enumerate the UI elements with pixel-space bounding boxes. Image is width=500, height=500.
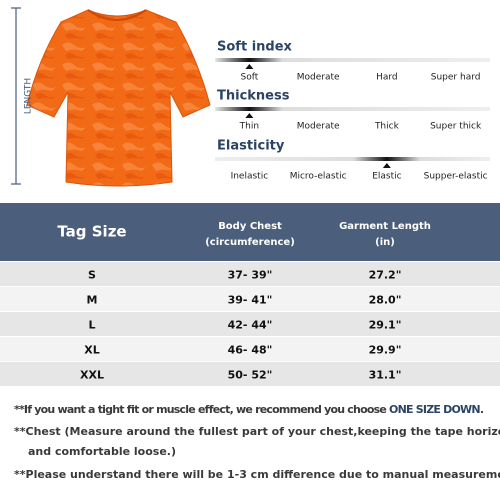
content: Soft index Soft Moderate Hard Super hard Thic… bbox=[0, 40, 500, 481]
table-row bbox=[0, 337, 500, 362]
table-row bbox=[0, 262, 500, 287]
scale-level: Hard bbox=[376, 73, 398, 83]
scale-level: Supper-elastic bbox=[424, 172, 488, 182]
table-row bbox=[0, 287, 500, 312]
length-label: LENGTH bbox=[24, 78, 34, 114]
scale-level: Super thick bbox=[430, 122, 482, 132]
scale-bar bbox=[215, 58, 490, 62]
table-cell: 31.1" bbox=[369, 369, 402, 382]
scale-level: Soft bbox=[240, 73, 258, 83]
table-cell: 39- 41" bbox=[228, 294, 273, 307]
table-cell: M bbox=[87, 294, 98, 307]
scale-bar bbox=[215, 107, 490, 111]
table-cell: S bbox=[88, 269, 96, 282]
table-header: (in) bbox=[375, 237, 395, 248]
note: **If you want a tight fit or muscle effe… bbox=[14, 403, 484, 416]
scale-title: Thickness bbox=[217, 89, 290, 104]
scale-level: Inelastic bbox=[231, 172, 269, 182]
scale-level: Moderate bbox=[297, 73, 340, 83]
scale-title: Soft index bbox=[217, 40, 293, 55]
table-cell: 50- 52" bbox=[228, 369, 273, 382]
length-bracket bbox=[11, 7, 21, 185]
scale-level: Moderate bbox=[297, 122, 340, 132]
table-row bbox=[0, 312, 500, 337]
scale-level: Thin bbox=[239, 122, 259, 132]
table-header-bg bbox=[0, 203, 500, 261]
table-header: (circumference) bbox=[205, 237, 295, 248]
scale-level: Super hard bbox=[431, 73, 481, 83]
scale-level: Thick bbox=[374, 122, 400, 132]
table-cell: 42- 44" bbox=[228, 319, 273, 332]
note: **Chest (Measure around the fullest part… bbox=[14, 425, 500, 438]
scale-marker bbox=[382, 163, 391, 168]
scale-marker bbox=[245, 113, 254, 118]
note-text: **If you want a tight fit or muscle effe… bbox=[14, 403, 390, 416]
note-text: and comfortable loose.) bbox=[28, 445, 176, 458]
table-header: Body Chest bbox=[218, 221, 282, 232]
table-cell: 29.9" bbox=[369, 344, 402, 357]
table-header: Tag Size bbox=[57, 223, 126, 241]
table-cell: 46- 48" bbox=[228, 344, 273, 357]
note: **Please understand there will be 1-3 cm… bbox=[14, 468, 500, 481]
scale-bar bbox=[215, 157, 490, 161]
note-text: **Chest (Measure around the fullest part… bbox=[14, 425, 500, 438]
table-cell: 27.2" bbox=[369, 269, 402, 282]
note-text: ONE SIZE DOWN. bbox=[389, 403, 484, 416]
table-cell: XL bbox=[84, 344, 100, 357]
scale-title: Elasticity bbox=[217, 139, 285, 154]
table-header: Garment Length bbox=[339, 221, 431, 232]
note: and comfortable loose.) bbox=[28, 445, 176, 458]
table-cell: 29.1" bbox=[369, 319, 402, 332]
scale-level: Elastic bbox=[372, 172, 401, 182]
shirt-illustration bbox=[26, 9, 211, 187]
table-cell: L bbox=[88, 319, 95, 332]
table-cell: 28.0" bbox=[369, 294, 402, 307]
scale-marker bbox=[245, 64, 254, 69]
note-text: **Please understand there will be 1-3 cm… bbox=[14, 468, 500, 481]
table-cell: 37- 39" bbox=[228, 269, 273, 282]
table-row bbox=[0, 362, 500, 387]
table-cell: XXL bbox=[80, 369, 104, 382]
scale-level: Micro-elastic bbox=[290, 172, 347, 182]
